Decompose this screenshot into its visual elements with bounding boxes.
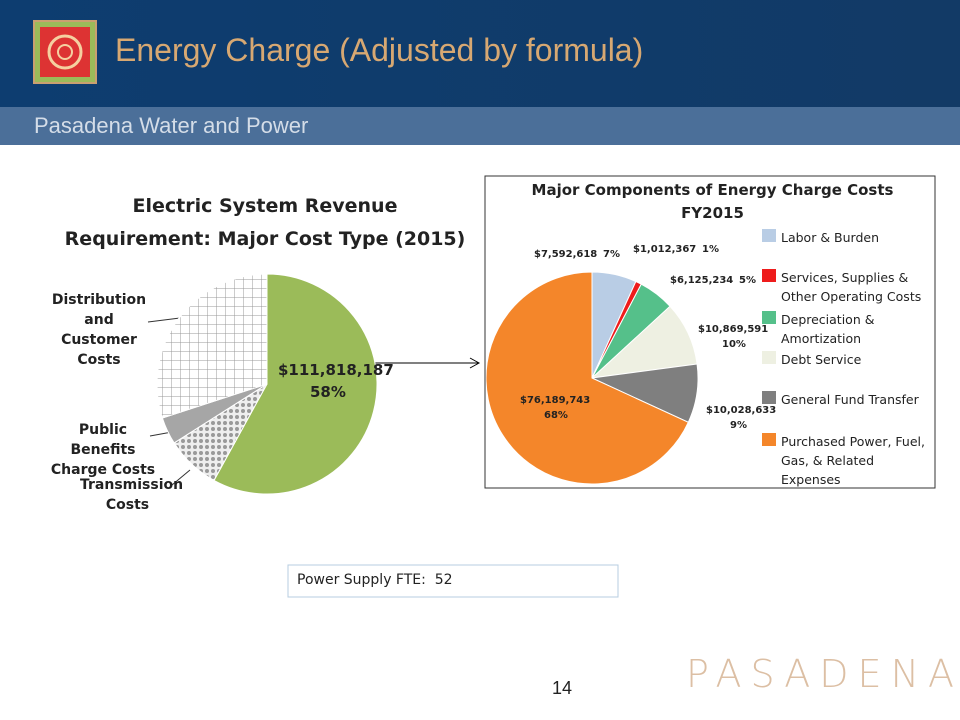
value-label: 58% <box>310 383 346 401</box>
note-box <box>287 564 619 598</box>
arrow-head <box>469 357 481 369</box>
value-label: $10,028,633 <box>706 405 777 416</box>
note-text: Power Supply FTE: 52 <box>297 572 453 588</box>
percent-label: 9% <box>730 420 747 431</box>
value-label: $76,189,743 <box>520 395 591 406</box>
brand-logo: PASADENA <box>686 652 960 696</box>
slide-title: Energy Charge (Adjusted by formula) <box>115 32 644 68</box>
legend-swatch <box>762 351 776 364</box>
amount-label: $111,818,187 <box>278 361 394 379</box>
logo-rose <box>47 34 83 70</box>
legend-label: Labor & Burden <box>781 230 880 245</box>
category-label: Distribution and Customer Costs <box>51 292 147 368</box>
pie-slice <box>213 273 378 495</box>
legend-label: Services, Supplies & Other Operating Cos… <box>781 270 922 304</box>
value-label: $1,012,367 <box>633 244 697 255</box>
percent-label: 1% <box>702 244 719 255</box>
legend-label: Purchased Power, Fuel, Gas, & Related Ex… <box>781 434 925 487</box>
chart-title: Electric System Revenue Requirement: Maj… <box>64 195 466 250</box>
value-label: $7,592,618 <box>534 249 598 260</box>
legend-label: Debt Service <box>781 352 862 367</box>
percent-label: 68% <box>544 410 568 421</box>
legend-label: General Fund Transfer <box>781 392 919 407</box>
value-label: $10,869,591 <box>698 324 769 335</box>
legend-swatch <box>762 433 776 446</box>
page-number: 14 <box>552 678 573 698</box>
legend-swatch <box>762 229 776 242</box>
category-label: Transmission Costs <box>80 477 184 513</box>
legend-swatch <box>762 391 776 404</box>
value-label: $6,125,234 <box>670 275 734 286</box>
chart-title: Major Components of Energy Charge Costs <box>531 181 894 199</box>
percent-label: 5% <box>739 275 756 286</box>
header-band <box>0 0 960 107</box>
pie-slice <box>485 271 689 485</box>
legend-label: Depreciation & Amortization <box>781 312 875 346</box>
legend-swatch <box>762 311 776 324</box>
subheader-band <box>0 107 960 145</box>
category-label: Public Benefits Charge Costs <box>50 422 156 478</box>
chart-subtitle: FY2015 <box>681 204 744 222</box>
pie-slice <box>156 273 268 419</box>
percent-label: 10% <box>722 339 746 350</box>
slide-subtitle: Pasadena Water and Power <box>34 113 309 138</box>
percent-label: 7% <box>603 249 620 260</box>
logo-rose <box>57 44 73 60</box>
legend-swatch <box>762 269 776 282</box>
